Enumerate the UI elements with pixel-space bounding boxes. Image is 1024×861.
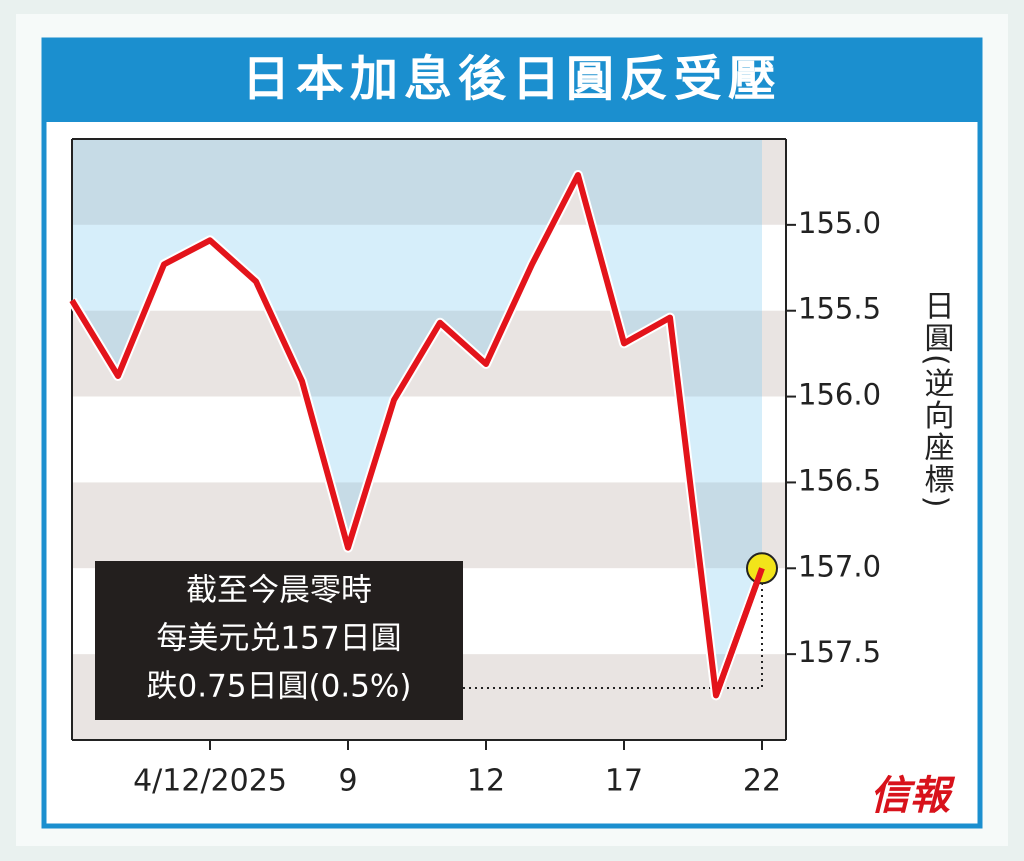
- annotation-text: 截至今晨零時: [186, 573, 372, 609]
- x-tick-label: 4/12/2025: [133, 764, 287, 799]
- area: [72, 139, 762, 696]
- line-end: [713, 567, 765, 697]
- band: [72, 396, 786, 483]
- header-bar: [44, 40, 980, 122]
- y-tick-label: 155.0: [798, 206, 881, 240]
- annotation-leader: [463, 568, 763, 689]
- y-axis-label: 日圓(逆向座標): [919, 290, 955, 509]
- band: [72, 224, 786, 311]
- source-logo: 信報: [870, 773, 956, 818]
- y-tick-label: 156.5: [798, 463, 881, 497]
- chart-title: 日本加息後日圓反受壓: [242, 51, 782, 107]
- annotation-text: 每美元兑157日圓: [156, 621, 401, 657]
- x-tick-label: 9: [338, 764, 357, 799]
- line: [69, 172, 765, 699]
- y-tick-label: 157.0: [798, 549, 881, 583]
- band: [72, 139, 786, 225]
- x-tick-label: 17: [605, 764, 643, 799]
- annotation-box: [95, 561, 463, 720]
- y-tick-label: 157.5: [798, 635, 881, 669]
- annotation-text: 跌0.75日圓(0.5%): [147, 669, 412, 705]
- plot-area: 155.0 155.5 156.0 156.5 157.0 157.5 日圓(逆向座標) 4/…: [67, 138, 955, 799]
- x-tick-label: 12: [467, 764, 505, 799]
- band: [72, 482, 786, 569]
- y-tick-label: 156.0: [798, 378, 881, 412]
- x-tick-label: 22: [743, 764, 781, 799]
- y-tick-label: 155.5: [798, 292, 881, 326]
